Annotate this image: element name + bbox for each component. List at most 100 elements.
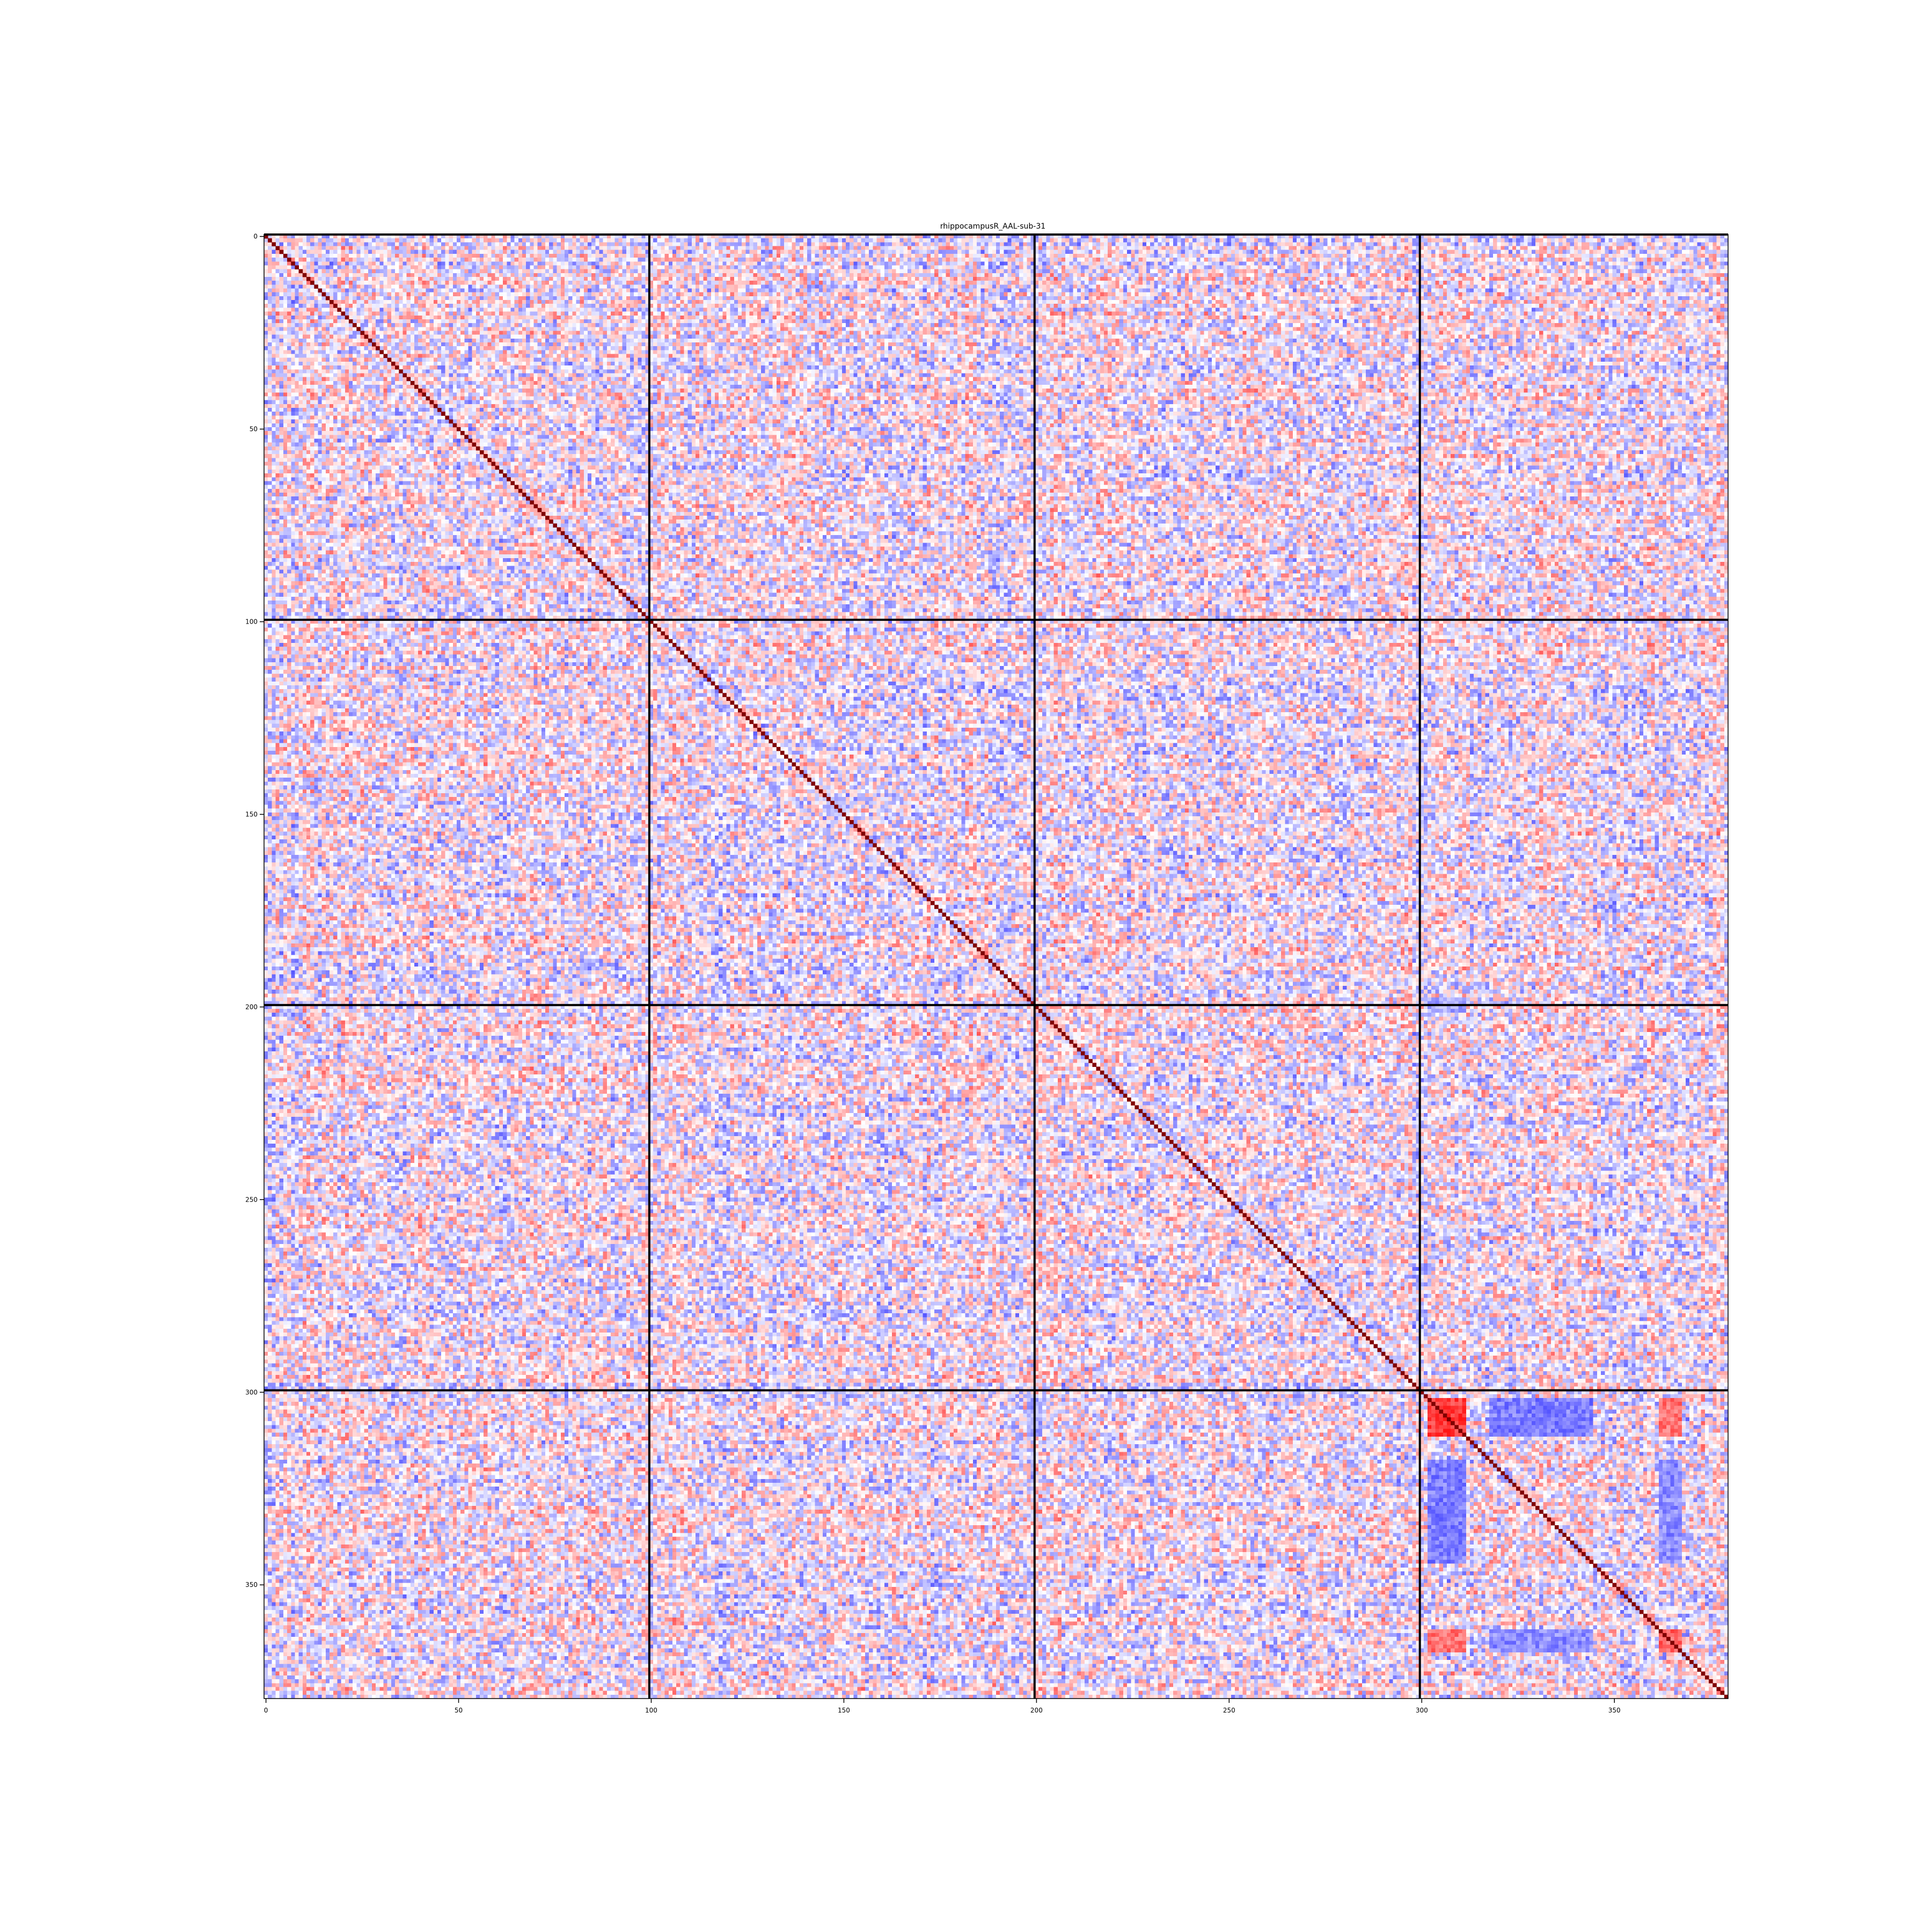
diagonal-cell (522, 492, 526, 497)
diagonal-cell (923, 893, 927, 898)
diagonal-cell (360, 331, 365, 335)
diagonal-cell (965, 935, 970, 940)
diagonal-cell (1269, 1240, 1274, 1245)
diagonal-cell (1030, 1001, 1035, 1006)
diagonal-cell (1527, 1498, 1532, 1503)
diagonal-cell (414, 384, 419, 389)
diagonal-cell (599, 569, 604, 574)
diagonal-cell (568, 539, 573, 543)
diagonal-cell (1077, 1047, 1081, 1052)
diagonal-cell (830, 801, 835, 805)
diagonal-cell (1624, 1594, 1628, 1599)
diagonal-cell (1223, 1194, 1228, 1198)
diagonal-cell (1015, 985, 1020, 990)
diagonal-cell (287, 258, 291, 262)
diagonal-cell (333, 304, 338, 308)
diagonal-cell (1701, 1671, 1706, 1676)
diagonal-cell (1547, 1517, 1552, 1522)
diagonal-cell (283, 253, 288, 258)
diagonal-cell (337, 308, 341, 312)
diagonal-cell (1246, 1217, 1251, 1221)
diagonal-cell (1358, 1328, 1363, 1333)
diagonal-cell (1408, 1379, 1413, 1383)
diagonal-cell (668, 639, 673, 643)
diagonal-cell (318, 288, 323, 293)
diagonal-cell (761, 731, 765, 736)
diagonal-cell (487, 458, 492, 462)
diagonal-cell (1574, 1544, 1578, 1549)
diagonal-cell (1169, 1140, 1174, 1144)
diagonal-cell (1296, 1267, 1301, 1271)
diagonal-cell (957, 928, 962, 932)
diagonal-cell (1446, 1417, 1451, 1422)
diagonal-cell (1666, 1637, 1671, 1641)
diagonal-cell (1550, 1521, 1555, 1526)
diagonal-cell (1589, 1560, 1594, 1564)
diagonal-cell (518, 488, 523, 493)
diagonal-cell (707, 677, 712, 682)
diagonal-cell (1000, 970, 1004, 975)
diagonal-cell (1242, 1213, 1247, 1218)
diagonal-cell (788, 758, 792, 763)
diagonal-cell (1585, 1556, 1590, 1560)
diagonal-cell (1281, 1252, 1285, 1256)
diagonal-cell (1115, 1086, 1120, 1091)
diagonal-cell (1377, 1348, 1382, 1352)
diagonal-cell (614, 585, 619, 589)
diagonal-cell (676, 647, 680, 651)
diagonal-cell (1558, 1529, 1563, 1533)
x-tick-label: 350 (1608, 1707, 1621, 1714)
diagonal-cell (769, 739, 773, 744)
diagonal-cell (1343, 1313, 1347, 1318)
diagonal-cell (884, 854, 889, 859)
diagonal-cell (1080, 1051, 1085, 1056)
diagonal-cell (1643, 1614, 1648, 1618)
diagonal-cell (657, 627, 661, 632)
diagonal-cell (903, 874, 908, 879)
diagonal-cell (876, 847, 881, 852)
diagonal-cell (533, 504, 538, 509)
diagonal-cell (399, 369, 403, 374)
diagonal-cell (1501, 1471, 1505, 1476)
diagonal-cell (672, 642, 677, 647)
diagonal-cell (1681, 1652, 1686, 1657)
diagonal-cell (468, 438, 473, 443)
diagonal-cell (298, 269, 303, 274)
diagonal-cell (514, 485, 519, 489)
diagonal-cell (1227, 1197, 1232, 1202)
diagonal-cell (1069, 1040, 1073, 1044)
diagonal-cell (630, 601, 634, 605)
diagonal-cell (325, 296, 330, 301)
diagonal-cell (838, 808, 843, 813)
diagonal-cell (321, 292, 326, 297)
diagonal-cell (1154, 1124, 1158, 1129)
diagonal-cell (946, 916, 950, 921)
diagonal-cell (1493, 1463, 1497, 1468)
diagonal-cell (1011, 982, 1016, 986)
diagonal-cell (480, 450, 484, 455)
diagonal-cell (1400, 1371, 1405, 1375)
diagonal-cell (684, 654, 689, 659)
diagonal-cell (738, 708, 742, 713)
diagonal-cell (368, 338, 372, 343)
diagonal-cell (645, 616, 650, 620)
diagonal-cell (410, 380, 415, 385)
diagonal-cell (387, 357, 392, 362)
diagonal-cell (541, 511, 546, 516)
diagonal-cell (926, 897, 931, 902)
diagonal-cell (1277, 1248, 1282, 1252)
diagonal-cell (1477, 1448, 1482, 1452)
diagonal-cell (1404, 1374, 1409, 1379)
diagonal-cell (1212, 1182, 1216, 1187)
diagonal-cell (1239, 1209, 1243, 1213)
diagonal-cell (330, 300, 334, 304)
diagonal-cell (1435, 1406, 1439, 1410)
diagonal-cell (379, 350, 384, 354)
diagonal-cell (641, 612, 646, 617)
diagonal-cell (1023, 993, 1027, 998)
diagonal-cell (1709, 1679, 1713, 1684)
x-tick-label: 200 (1030, 1707, 1043, 1714)
diagonal-cell (549, 519, 553, 524)
diagonal-cell (711, 681, 715, 686)
diagonal-cell (949, 920, 954, 925)
